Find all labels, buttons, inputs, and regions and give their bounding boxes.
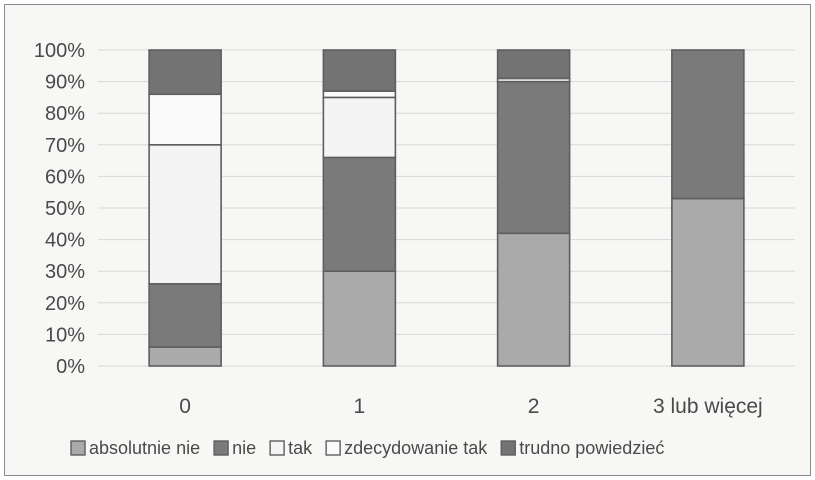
legend-item: absolutnie nie — [70, 438, 200, 458]
y-tick-label: 20% — [45, 293, 85, 315]
y-tick-label: 70% — [45, 135, 85, 157]
bar-segment — [148, 346, 222, 367]
legend-swatch — [213, 440, 229, 456]
y-tick-label: 90% — [45, 72, 85, 94]
legend-item: tak — [269, 438, 313, 458]
y-tick-label: 10% — [45, 324, 85, 346]
x-category-label: 3 lub więcej — [653, 395, 763, 418]
y-tick-label: 80% — [45, 103, 85, 125]
x-category-label: 1 — [354, 395, 366, 418]
chart-frame: 0% 10% 20% 30% 40% 50% 60% 70% 80% 90% 100% 0 1 2 3 l… — [4, 4, 811, 476]
y-tick-label: 50% — [45, 198, 85, 220]
bar-segment — [496, 80, 571, 235]
legend: absolutnie nie nie tak zdecydowanie tak trud… — [70, 438, 664, 458]
legend-swatch — [325, 440, 341, 456]
x-category-label: 2 — [528, 395, 540, 418]
legend-label: nie — [232, 438, 256, 458]
bar-segment — [322, 90, 397, 99]
legend-swatch — [500, 440, 516, 456]
y-tick-label: 100% — [34, 40, 85, 62]
bar-segment — [322, 96, 397, 159]
x-category-label: 0 — [179, 395, 191, 418]
bars — [148, 49, 745, 367]
bar-segment — [671, 197, 745, 367]
bar-segment — [322, 49, 397, 92]
chart: 0% 10% 20% 30% 40% 50% 60% 70% 80% 90% 100% 0 1 2 3 l… — [34, 40, 795, 458]
bar-segment — [496, 49, 571, 80]
legend-item: zdecydowanie tak — [325, 438, 488, 458]
y-tick-label: 30% — [45, 261, 85, 283]
legend-item: trudno powiedzieć — [500, 438, 664, 458]
y-tick-label: 0% — [56, 356, 85, 378]
y-axis-ticks: 0% 10% 20% 30% 40% 50% 60% 70% 80% 90% 100% — [34, 40, 85, 378]
bar-segment — [496, 232, 571, 367]
bar-segment — [148, 144, 222, 285]
y-tick-label: 60% — [45, 166, 85, 188]
legend-label: zdecydowanie tak — [344, 438, 488, 458]
legend-label: trudno powiedzieć — [519, 438, 664, 458]
bar-segment — [148, 93, 222, 146]
bar-segment — [322, 270, 397, 367]
bar-segment — [148, 283, 222, 348]
legend-swatch — [269, 440, 285, 456]
y-tick-label: 40% — [45, 230, 85, 252]
legend-swatch — [70, 440, 86, 456]
bar-segment — [322, 156, 397, 273]
legend-item: nie — [213, 438, 256, 458]
x-axis-categories: 0 1 2 3 lub więcej — [179, 395, 762, 418]
legend-label: absolutnie nie — [89, 438, 200, 458]
legend-label: tak — [288, 438, 313, 458]
bar-segment — [671, 49, 745, 200]
bar-segment — [148, 49, 222, 96]
